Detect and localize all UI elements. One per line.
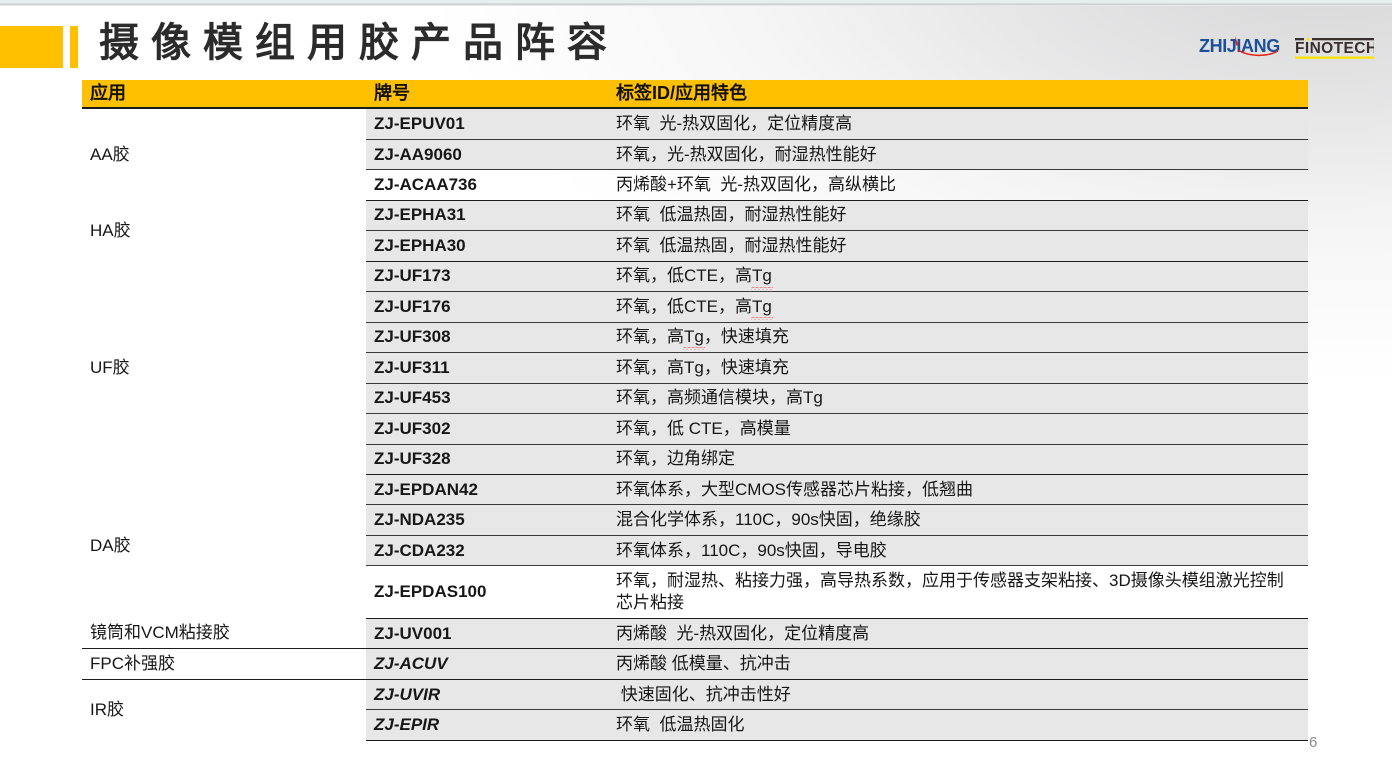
svg-text:ZHIJIANG: ZHIJIANG — [1199, 36, 1280, 56]
svg-text:FINOTECH: FINOTECH — [1295, 40, 1374, 57]
